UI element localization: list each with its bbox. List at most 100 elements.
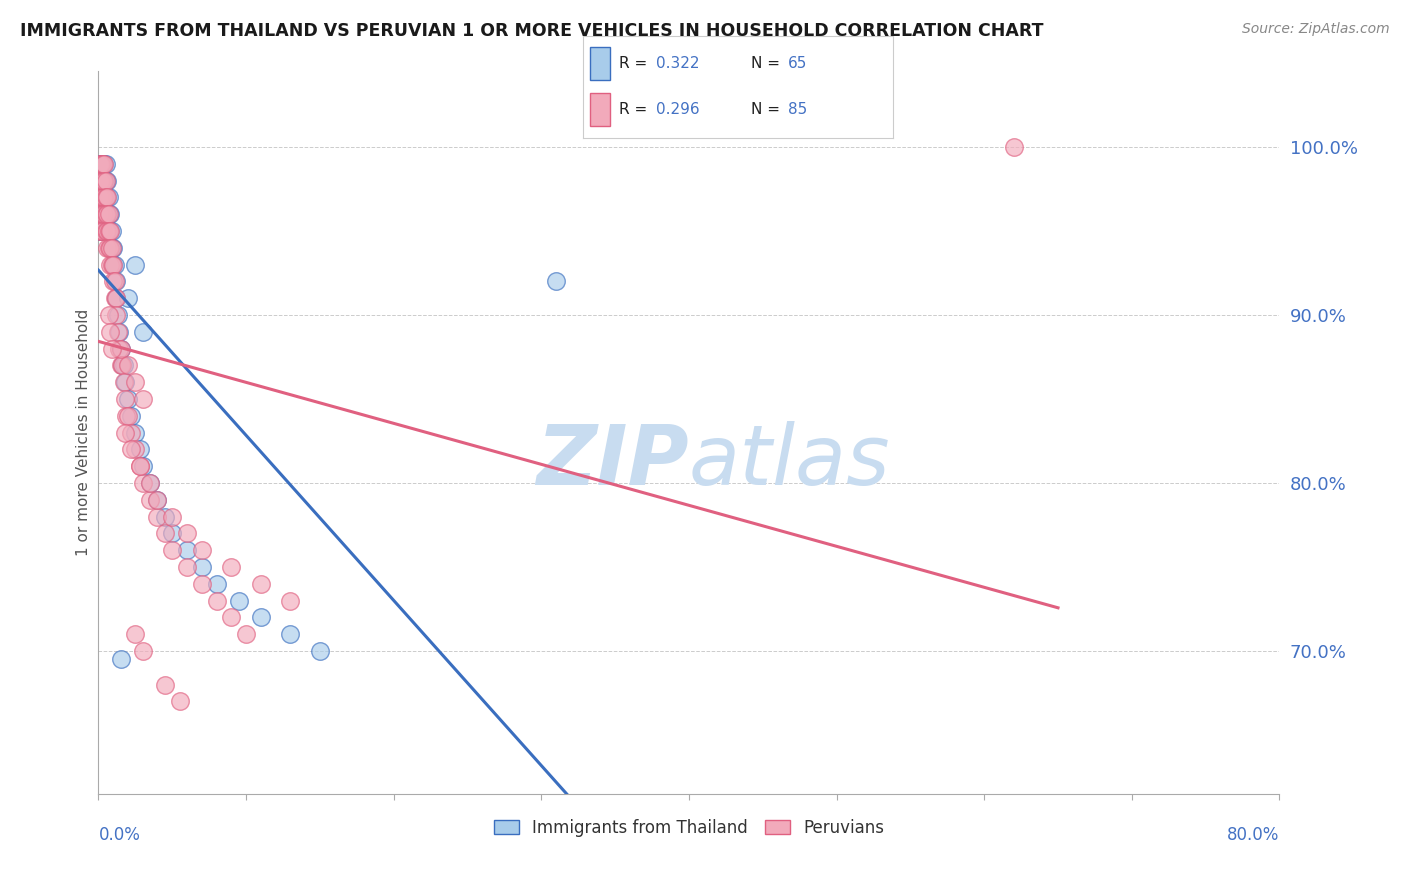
Point bbox=[124, 375, 146, 389]
Point bbox=[221, 610, 243, 624]
Text: 0.296: 0.296 bbox=[657, 102, 700, 117]
Point bbox=[107, 308, 129, 322]
Point bbox=[91, 207, 114, 221]
Point bbox=[176, 543, 198, 558]
Point bbox=[108, 325, 131, 339]
Point bbox=[235, 627, 257, 641]
Point bbox=[124, 442, 146, 457]
Point bbox=[112, 359, 135, 373]
Point bbox=[250, 577, 273, 591]
Point bbox=[89, 173, 111, 187]
Point bbox=[91, 190, 114, 204]
Point bbox=[280, 627, 302, 641]
Point bbox=[139, 476, 162, 491]
Point bbox=[89, 224, 111, 238]
Point bbox=[94, 157, 117, 171]
Point bbox=[114, 392, 136, 406]
Point bbox=[93, 190, 115, 204]
Point bbox=[124, 258, 146, 272]
Point bbox=[90, 190, 112, 204]
Point bbox=[169, 694, 191, 708]
Text: IMMIGRANTS FROM THAILAND VS PERUVIAN 1 OR MORE VEHICLES IN HOUSEHOLD CORRELATION: IMMIGRANTS FROM THAILAND VS PERUVIAN 1 O… bbox=[20, 22, 1043, 40]
Point bbox=[128, 442, 150, 457]
Point bbox=[93, 173, 115, 187]
Point bbox=[100, 241, 122, 255]
Text: 0.322: 0.322 bbox=[657, 56, 700, 70]
Point bbox=[91, 157, 114, 171]
Bar bbox=[589, 93, 610, 126]
Point bbox=[94, 224, 117, 238]
Point bbox=[89, 157, 111, 171]
Point bbox=[104, 291, 127, 305]
Point bbox=[132, 644, 155, 658]
Point bbox=[546, 274, 568, 288]
Point bbox=[128, 459, 150, 474]
Point bbox=[89, 190, 111, 204]
Text: R =: R = bbox=[619, 102, 652, 117]
Point bbox=[91, 173, 114, 187]
Point bbox=[132, 476, 155, 491]
Point bbox=[205, 577, 228, 591]
Point bbox=[89, 207, 111, 221]
Legend: Immigrants from Thailand, Peruvians: Immigrants from Thailand, Peruvians bbox=[488, 812, 890, 843]
Point bbox=[91, 173, 114, 187]
Point bbox=[91, 157, 114, 171]
Point bbox=[93, 173, 115, 187]
Point bbox=[96, 241, 118, 255]
Point bbox=[98, 224, 121, 238]
Point bbox=[117, 392, 139, 406]
Point bbox=[90, 157, 112, 171]
Point bbox=[114, 375, 136, 389]
Point bbox=[100, 258, 122, 272]
Point bbox=[139, 492, 162, 507]
Text: N =: N = bbox=[751, 102, 785, 117]
Point bbox=[93, 157, 115, 171]
Point bbox=[132, 325, 155, 339]
Y-axis label: 1 or more Vehicles in Household: 1 or more Vehicles in Household bbox=[76, 309, 91, 557]
Point bbox=[96, 173, 118, 187]
Point bbox=[120, 442, 142, 457]
Point bbox=[153, 509, 176, 524]
Point bbox=[107, 325, 129, 339]
Point bbox=[153, 526, 176, 541]
Point bbox=[98, 325, 121, 339]
Point bbox=[90, 207, 112, 221]
Bar bbox=[589, 47, 610, 79]
Point bbox=[110, 652, 132, 666]
Point bbox=[90, 173, 112, 187]
Point bbox=[132, 392, 155, 406]
Point bbox=[250, 610, 273, 624]
Point bbox=[191, 560, 214, 574]
Point bbox=[117, 409, 139, 423]
Point bbox=[97, 190, 120, 204]
Point bbox=[103, 258, 125, 272]
Point bbox=[128, 459, 150, 474]
Point bbox=[104, 258, 127, 272]
Point bbox=[117, 359, 139, 373]
Point bbox=[96, 190, 118, 204]
Point bbox=[89, 207, 111, 221]
Point bbox=[93, 207, 115, 221]
Point bbox=[111, 359, 134, 373]
Point bbox=[280, 593, 302, 607]
Text: 80.0%: 80.0% bbox=[1227, 826, 1279, 845]
Point bbox=[112, 375, 135, 389]
Point bbox=[91, 190, 114, 204]
Text: 65: 65 bbox=[787, 56, 807, 70]
Point bbox=[89, 157, 111, 171]
Point bbox=[120, 425, 142, 440]
Text: 0.0%: 0.0% bbox=[98, 826, 141, 845]
Point bbox=[124, 425, 146, 440]
Point bbox=[103, 274, 125, 288]
Point bbox=[162, 543, 183, 558]
Point bbox=[1002, 140, 1025, 154]
Point bbox=[221, 560, 243, 574]
Point bbox=[89, 190, 111, 204]
Point bbox=[96, 224, 118, 238]
Point bbox=[97, 241, 120, 255]
Point bbox=[93, 207, 115, 221]
Point bbox=[105, 274, 128, 288]
Point bbox=[132, 459, 155, 474]
Point bbox=[105, 291, 128, 305]
Point bbox=[108, 342, 131, 356]
